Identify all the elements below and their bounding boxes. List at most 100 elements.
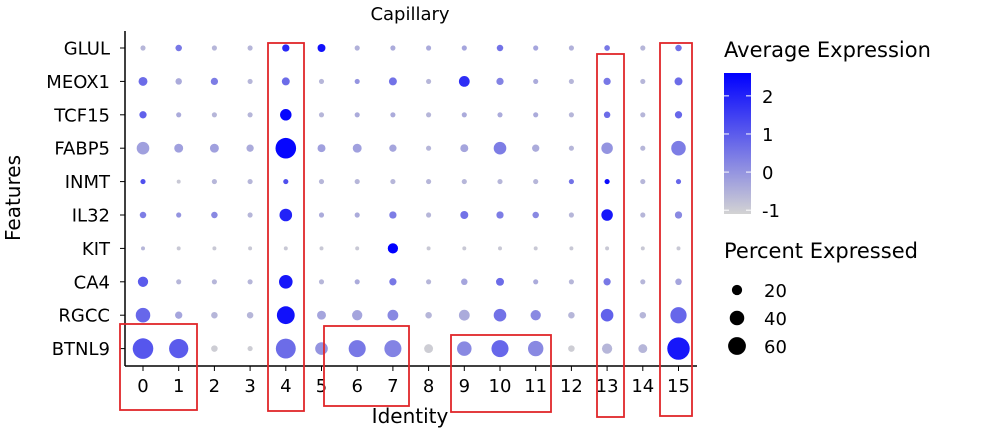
dot-ca4-7 [389, 278, 397, 286]
dot-ca4-1 [176, 279, 182, 285]
dot-fabp5-6 [352, 143, 362, 153]
dot-tcf15-7 [390, 112, 396, 118]
x-tick-label: 12 [560, 376, 583, 397]
y-tick-label: CA4 [74, 272, 110, 293]
dot-fabp5-0 [136, 141, 150, 155]
dot-il32-9 [460, 211, 469, 219]
dot-glul-13 [604, 45, 610, 51]
size-legend-dot [731, 284, 743, 296]
dot-ca4-4 [279, 275, 293, 289]
dot-glul-12 [568, 45, 574, 51]
dot-kit-6 [355, 246, 360, 251]
dot-inmt-14 [640, 179, 646, 185]
dot-glul-6 [354, 45, 360, 51]
dot-btnl9-9 [457, 341, 472, 356]
dot-fabp5-10 [493, 141, 507, 155]
dot-btnl9-5 [315, 342, 328, 355]
dot-tcf15-5 [318, 112, 325, 118]
x-tick-label: 11 [524, 376, 547, 397]
y-tick-label: FABP5 [54, 139, 110, 160]
chart-title: Capillary [370, 4, 449, 25]
dot-il32-1 [176, 212, 182, 218]
dot-fabp5-5 [317, 144, 326, 153]
dot-layer [132, 44, 690, 360]
dot-rgcc-2 [211, 311, 218, 319]
dot-inmt-10 [497, 179, 503, 185]
color-break-label: 0 [762, 163, 773, 184]
dot-rgcc-3 [246, 311, 254, 319]
y-tick-label: RGCC [58, 306, 110, 327]
y-tick-label: TCF15 [53, 105, 110, 126]
dot-rgcc-4 [276, 306, 295, 325]
dot-glul-4 [282, 44, 290, 52]
dot-meox1-7 [388, 77, 397, 86]
dot-tcf15-4 [280, 109, 292, 121]
dot-meox1-5 [318, 78, 325, 84]
dot-tcf15-3 [247, 112, 253, 118]
dot-tcf15-1 [176, 112, 182, 118]
dot-inmt-13 [604, 179, 610, 185]
dot-kit-5 [319, 246, 324, 251]
dot-ca4-0 [137, 276, 149, 287]
x-tick-label: 5 [316, 376, 327, 397]
dot-ca4-13 [603, 278, 611, 286]
dot-kit-11 [533, 246, 538, 251]
dot-fabp5-13 [601, 142, 613, 154]
dot-il32-0 [139, 211, 147, 219]
dot-inmt-4 [283, 179, 289, 185]
dot-fabp5-11 [532, 144, 540, 152]
y-axis-title: Features [1, 155, 25, 241]
dot-il32-3 [247, 212, 253, 218]
dot-ca4-14 [640, 279, 646, 285]
dot-tcf15-15 [674, 111, 683, 119]
dot-ca4-15 [675, 278, 682, 286]
dot-ca4-5 [318, 279, 325, 285]
x-tick-label: 15 [667, 376, 690, 397]
dot-rgcc-12 [568, 311, 575, 319]
dot-btnl9-12 [568, 345, 575, 352]
dot-meox1-12 [568, 78, 574, 84]
dot-meox1-11 [533, 78, 539, 84]
dot-meox1-4 [281, 77, 290, 86]
highlight-box-group-0-1 [119, 323, 198, 411]
size-legend-breaks: 20 40 60 [728, 281, 787, 358]
dot-ca4-9 [461, 278, 468, 286]
dot-tcf15-9 [461, 112, 467, 118]
dot-inmt-0 [140, 179, 146, 185]
size-legend-title: Percent Expressed [724, 239, 918, 263]
dot-ca4-12 [568, 279, 574, 285]
dot-kit-7 [387, 243, 399, 254]
dot-tcf15-10 [497, 112, 503, 118]
dot-meox1-9 [458, 76, 470, 87]
dot-fabp5-15 [671, 140, 686, 156]
dot-ca4-2 [211, 279, 217, 285]
dot-glul-8 [426, 45, 432, 51]
dot-rgcc-15 [670, 307, 687, 324]
dot-tcf15-0 [139, 111, 147, 119]
dot-glul-1 [175, 44, 182, 52]
dot-meox1-8 [426, 78, 432, 84]
dot-inmt-3 [247, 179, 253, 185]
size-legend-dot [728, 337, 746, 355]
dot-inmt-5 [318, 179, 325, 185]
dot-btnl9-13 [601, 343, 613, 354]
dot-glul-9 [461, 45, 467, 51]
dot-rgcc-10 [493, 308, 507, 322]
dot-meox1-3 [247, 78, 253, 84]
dot-kit-1 [176, 246, 181, 251]
dot-glul-3 [247, 45, 253, 51]
dot-rgcc-0 [135, 307, 151, 323]
dot-il32-14 [640, 212, 646, 218]
dot-btnl9-0 [132, 338, 154, 359]
dot-glul-10 [496, 44, 504, 52]
dot-meox1-15 [674, 77, 683, 86]
dot-il32-11 [532, 211, 539, 219]
dot-glul-0 [140, 45, 146, 51]
dot-btnl9-10 [491, 340, 509, 358]
dot-btnl9-1 [169, 338, 189, 359]
dot-fabp5-1 [174, 143, 184, 153]
dot-btnl9-15 [667, 337, 690, 360]
dot-rgcc-6 [352, 310, 363, 321]
dot-inmt-15 [675, 179, 682, 185]
x-tick-label: 6 [351, 376, 362, 397]
